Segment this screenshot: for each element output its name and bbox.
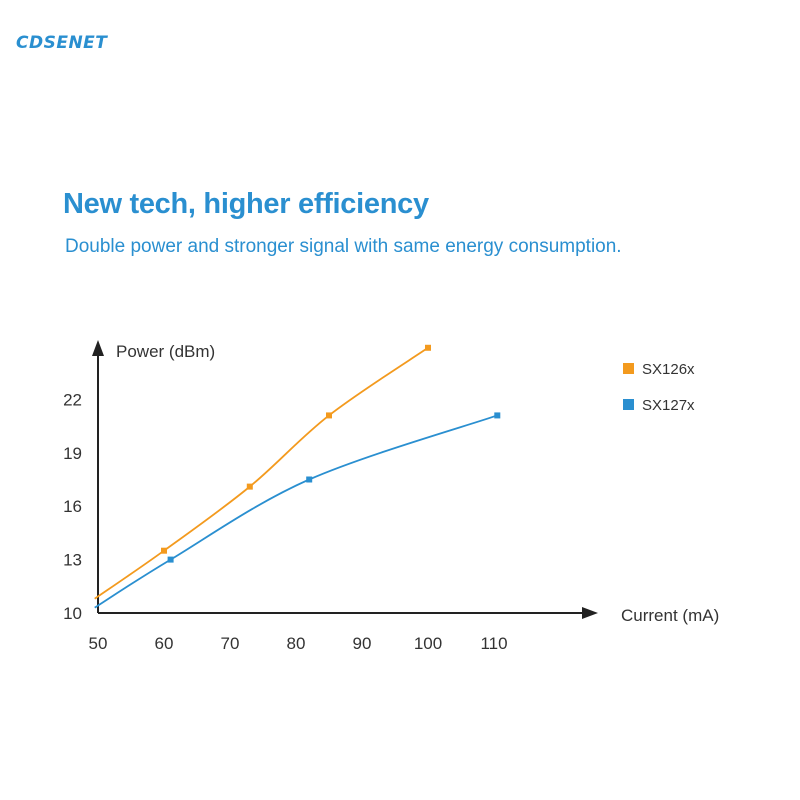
legend-label-sx126x: SX126x	[642, 361, 695, 378]
data-point-sx127x	[494, 412, 501, 419]
x-tick-label: 90	[353, 634, 372, 653]
series-line-sx127x	[94, 414, 498, 609]
legend-swatch-sx126x	[623, 363, 634, 374]
series-line-sx126x	[94, 347, 429, 600]
brand-logo: CDSENET	[16, 33, 108, 53]
y-tick-label: 16	[63, 497, 82, 516]
y-tick-label: 19	[63, 444, 82, 463]
chart-legend: SX126x SX127x	[623, 361, 695, 414]
y-tick-label: 13	[63, 551, 82, 570]
page-subtitle: Double power and stronger signal with sa…	[65, 236, 622, 257]
x-axis-arrow	[582, 607, 598, 619]
data-point-sx126x	[326, 412, 332, 419]
x-tick-label: 100	[414, 634, 442, 653]
x-tick-label: 80	[287, 634, 306, 653]
x-tick-label: 110	[480, 634, 507, 653]
x-tick-label: 70	[221, 634, 240, 653]
legend-swatch-sx127x	[623, 399, 634, 410]
data-point-sx126x	[425, 344, 431, 351]
y-tick-label: 22	[63, 390, 82, 409]
x-tick-label: 50	[89, 634, 108, 653]
y-axis-title: Power (dBm)	[116, 342, 215, 361]
data-point-sx127x	[306, 476, 313, 483]
x-axis-title: Current (mA)	[621, 606, 719, 625]
y-tick-label: 10	[63, 604, 82, 623]
chart-axes: Power (dBm) Current (mA) 50 60 70 80 90 100 110 1…	[63, 340, 719, 653]
data-point-sx126x	[246, 483, 253, 490]
legend-label-sx127x: SX127x	[642, 397, 695, 414]
x-tick-label: 60	[155, 634, 174, 653]
y-axis-arrow	[92, 340, 104, 356]
chart-series	[94, 344, 501, 609]
data-point-sx127x	[167, 556, 174, 563]
page-title: New tech, higher efficiency	[63, 188, 429, 220]
data-point-sx126x	[161, 547, 167, 554]
